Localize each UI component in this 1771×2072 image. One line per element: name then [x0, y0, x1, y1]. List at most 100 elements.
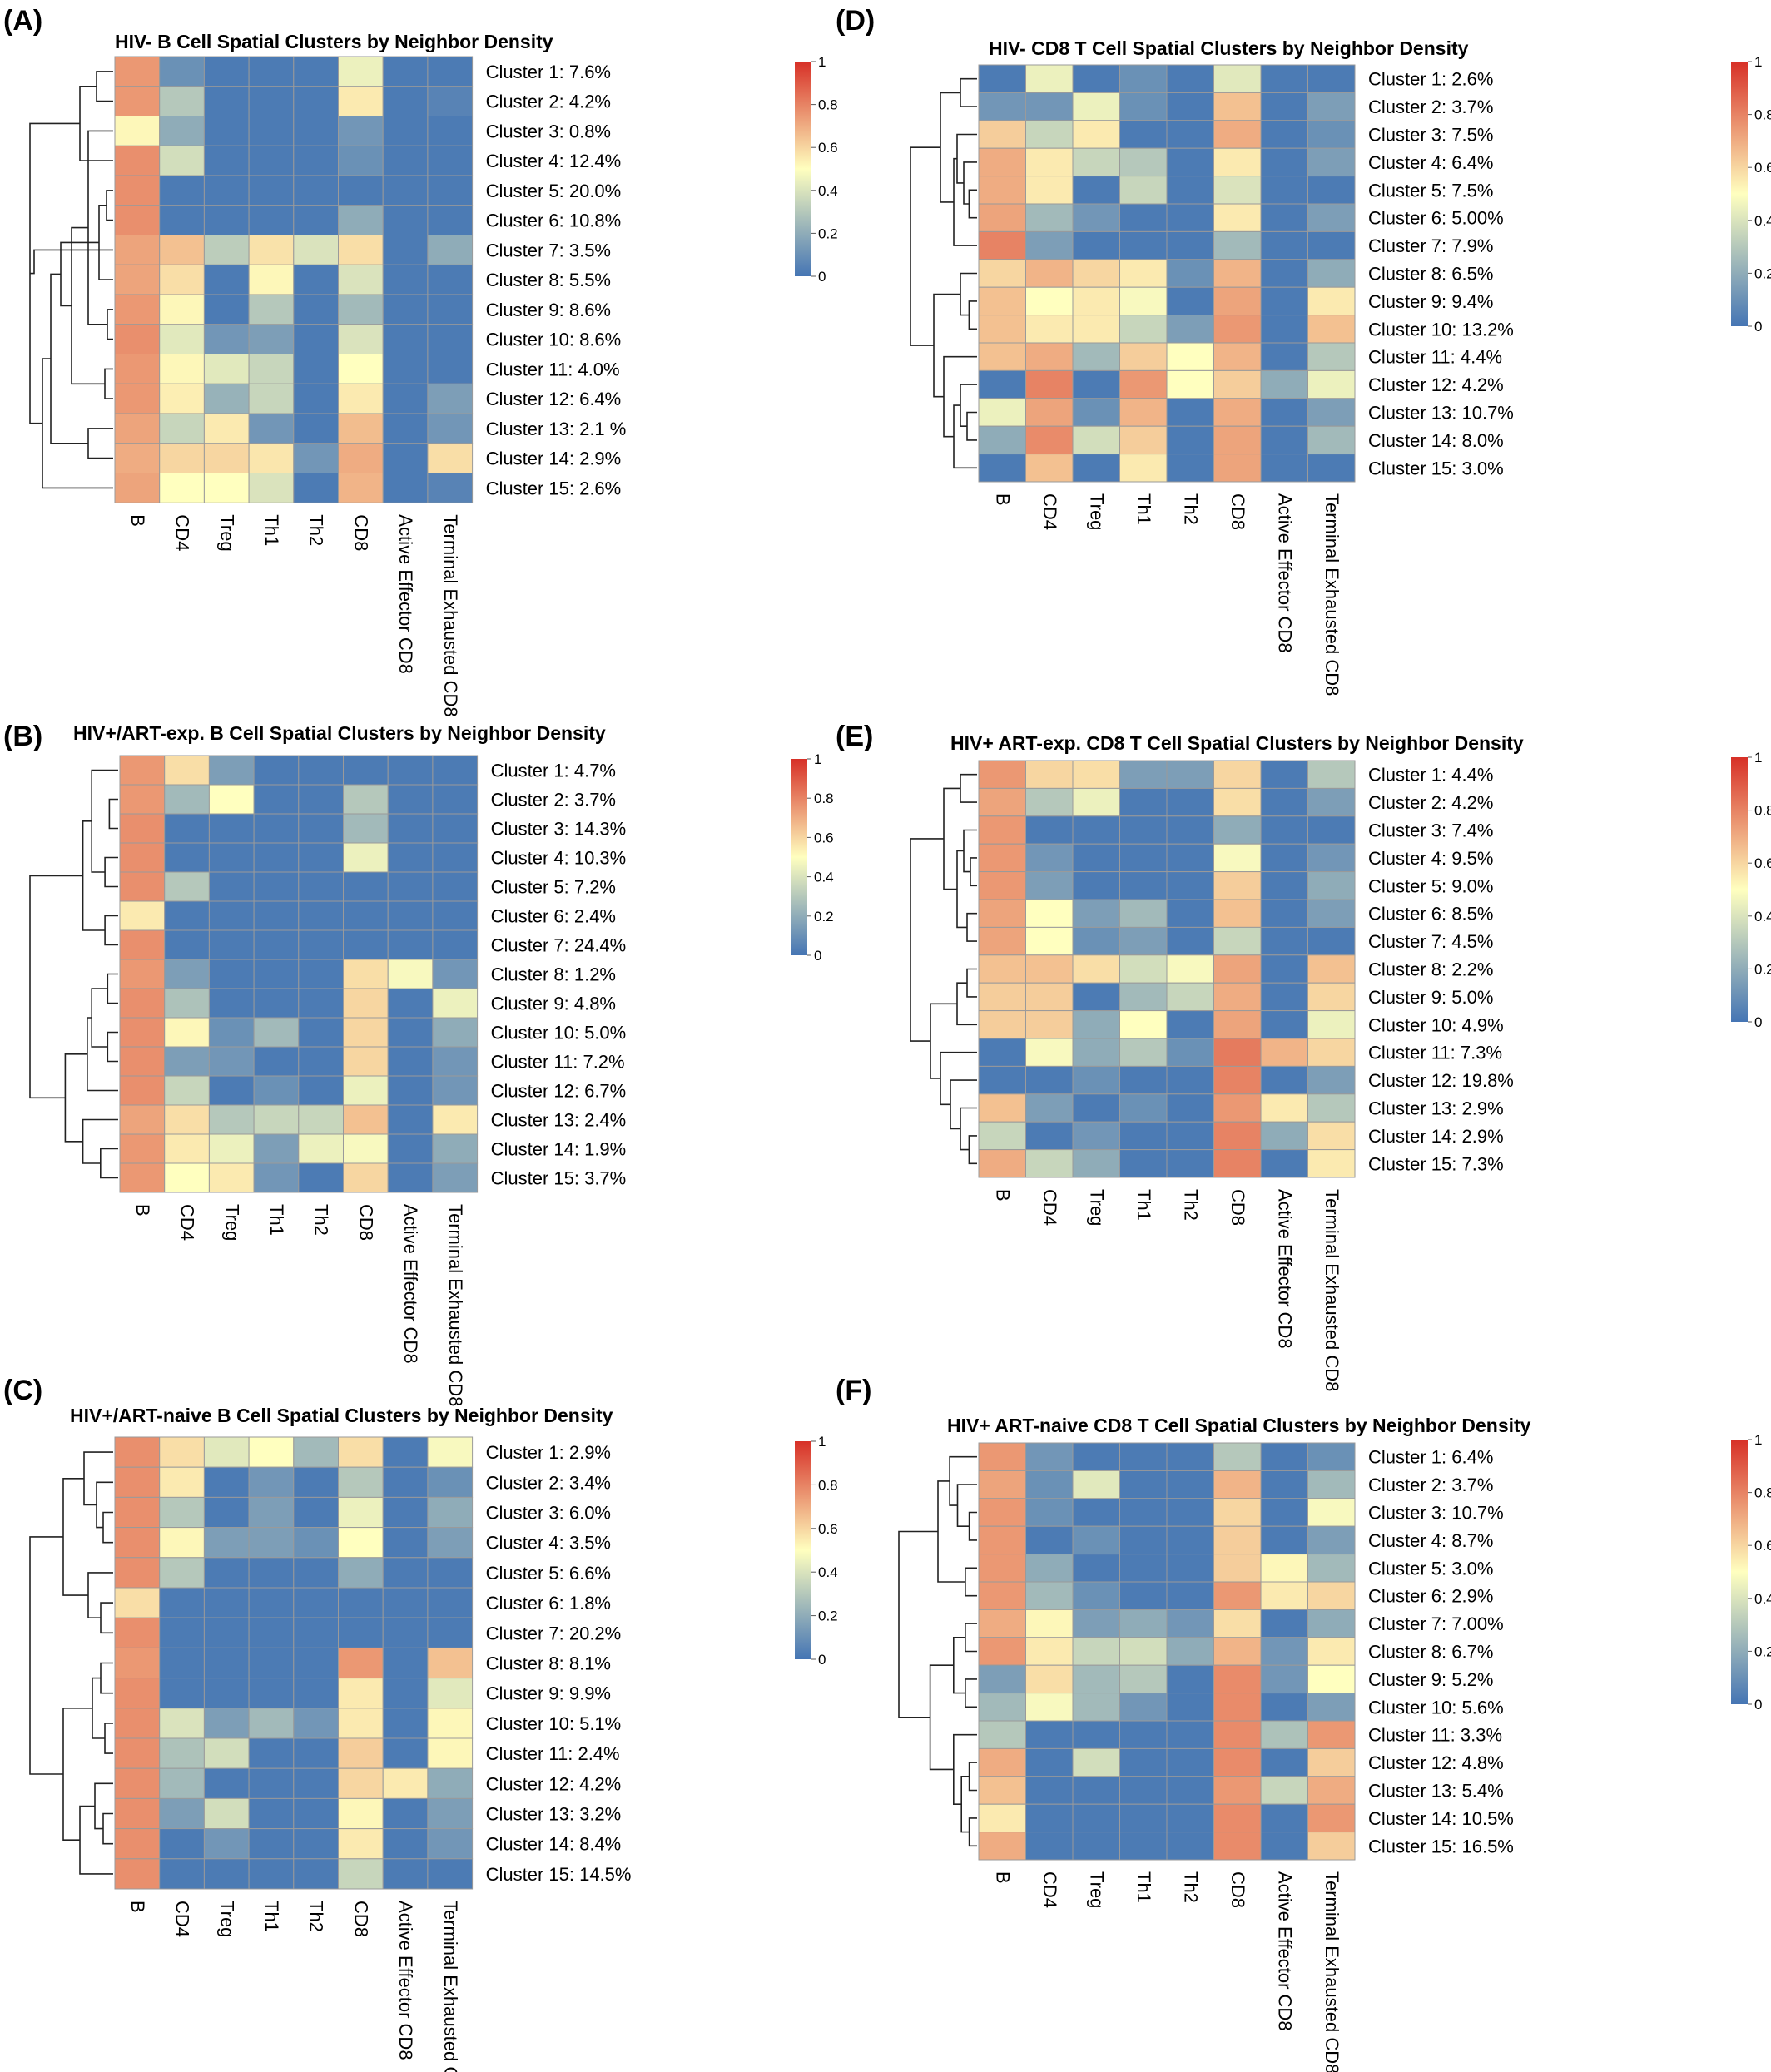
heatmap-cell — [1307, 1803, 1356, 1833]
heatmap-cell — [159, 1617, 205, 1648]
heatmap-cell — [978, 1010, 1026, 1039]
heatmap-cell — [248, 264, 295, 295]
heatmap-cell — [338, 1557, 384, 1589]
heatmap-cell — [159, 1557, 205, 1589]
heatmap-cell — [427, 294, 474, 325]
heatmap-cell — [1025, 203, 1074, 232]
legend-tick-label: 0 — [814, 948, 821, 964]
heatmap-cell — [114, 205, 161, 236]
heatmap-cell — [382, 1527, 429, 1559]
heatmap-cell — [293, 145, 339, 176]
dendrogram-branch — [62, 1708, 92, 1841]
heatmap-cell — [343, 1133, 389, 1164]
legend-tick-label: 0.6 — [1754, 855, 1771, 871]
heatmap-cell — [1119, 342, 1168, 371]
heatmap-cell — [1072, 454, 1120, 483]
heatmap-cell — [427, 383, 474, 414]
heatmap-cell — [164, 1075, 210, 1106]
row-label: Cluster 15: 2.6% — [486, 478, 622, 498]
dendrogram-branch — [968, 1762, 977, 1792]
legend-tick-label: 0.2 — [1754, 265, 1771, 281]
heatmap-cell — [1260, 815, 1308, 845]
heatmap-cell — [1260, 259, 1308, 288]
heatmap-cell — [432, 959, 479, 989]
dendrogram-branch — [956, 133, 977, 184]
heatmap-cell — [338, 1678, 384, 1709]
heatmap-title: HIV+/ART-naive B Cell Spatial Clusters b… — [70, 1405, 613, 1426]
heatmap-cell — [1072, 1747, 1120, 1777]
heatmap-cell — [293, 1647, 339, 1679]
heatmap-cell — [208, 1017, 255, 1048]
heatmap-cell — [1166, 315, 1214, 344]
color-legend: 0 0.2 0.4 0.6 0.8 1 — [791, 751, 834, 964]
heatmap-cell — [343, 1104, 389, 1135]
dendrogram-branch — [29, 875, 83, 1099]
column-label: Active Effector CD8 — [395, 1901, 416, 2060]
heatmap-cell — [1119, 1442, 1168, 1471]
heatmap-cell — [1213, 1010, 1262, 1039]
heatmap-cell — [119, 1133, 166, 1164]
heatmap-cell — [1260, 1637, 1308, 1666]
dendrogram-branch — [956, 850, 967, 929]
heatmap-cell — [114, 145, 161, 176]
heatmap-cell — [203, 1557, 250, 1589]
heatmap-cell — [338, 354, 384, 384]
row-label: Cluster 8: 6.7% — [1368, 1642, 1493, 1663]
heatmap-cell — [1260, 1776, 1308, 1805]
heatmap-cell — [208, 988, 255, 1019]
heatmap-cell — [248, 116, 295, 146]
heatmap-cell — [1260, 1121, 1308, 1151]
heatmap-cell — [253, 1017, 300, 1048]
heatmap-cell — [432, 1075, 479, 1106]
heatmap-cell — [1260, 1038, 1308, 1067]
heatmap-cell — [1025, 1581, 1074, 1610]
column-label: CD4 — [172, 1901, 193, 1937]
heatmap-cell — [1025, 1664, 1074, 1694]
dendrogram-branch — [968, 1817, 977, 1847]
heatmap-cell — [978, 259, 1026, 288]
heatmap-cell — [338, 1828, 384, 1860]
heatmap-cell — [978, 1581, 1026, 1610]
heatmap-cell — [1307, 1664, 1356, 1694]
heatmap-cell — [1166, 1637, 1214, 1666]
heatmap-cell — [1260, 1609, 1308, 1638]
heatmap-cell — [1213, 1498, 1262, 1527]
heatmap-cell — [1025, 425, 1074, 455]
heatmap-cell — [1119, 286, 1168, 316]
heatmap-cell — [1260, 1554, 1308, 1583]
color-legend: 0 0.2 0.4 0.6 0.8 1 — [795, 54, 838, 285]
heatmap-cell — [1213, 120, 1262, 149]
heatmap-cell — [978, 1149, 1026, 1178]
heatmap-cell — [382, 354, 429, 384]
heatmap-cell — [382, 413, 429, 444]
heatmap-cell — [1166, 787, 1214, 817]
heatmap-cell — [298, 959, 344, 989]
heatmap-cell — [1213, 787, 1262, 817]
heatmap-cell — [1072, 1693, 1120, 1722]
heatmap-cell — [1072, 1581, 1120, 1610]
heatmap-cell — [978, 1664, 1026, 1694]
heatmap-cell — [1025, 899, 1074, 928]
heatmap-cell — [432, 842, 479, 873]
heatmap-cell — [114, 1557, 161, 1589]
heatmap-cell — [248, 1678, 295, 1709]
heatmap-cell — [1025, 342, 1074, 371]
heatmap-cell — [119, 871, 166, 902]
heatmap-cell — [978, 92, 1026, 121]
heatmap-cell — [1213, 369, 1262, 399]
column-label: CD8 — [350, 1901, 371, 1937]
heatmap-cell — [203, 145, 250, 176]
dendrogram-branch — [937, 1480, 965, 1583]
heatmap-cell — [114, 264, 161, 295]
heatmap-cell — [432, 1104, 479, 1135]
legend-tick-label: 0.4 — [818, 183, 838, 199]
heatmap-cell — [1307, 398, 1356, 427]
heatmap-cell — [427, 175, 474, 206]
dendrogram-branch — [29, 122, 80, 424]
dendrogram-branch — [943, 787, 960, 890]
heatmap-cell — [978, 871, 1026, 900]
row-label: Cluster 1: 6.4% — [1368, 1447, 1493, 1468]
heatmap-cell — [1166, 1609, 1214, 1638]
heatmap-cell — [978, 64, 1026, 93]
heatmap-cell — [253, 929, 300, 960]
